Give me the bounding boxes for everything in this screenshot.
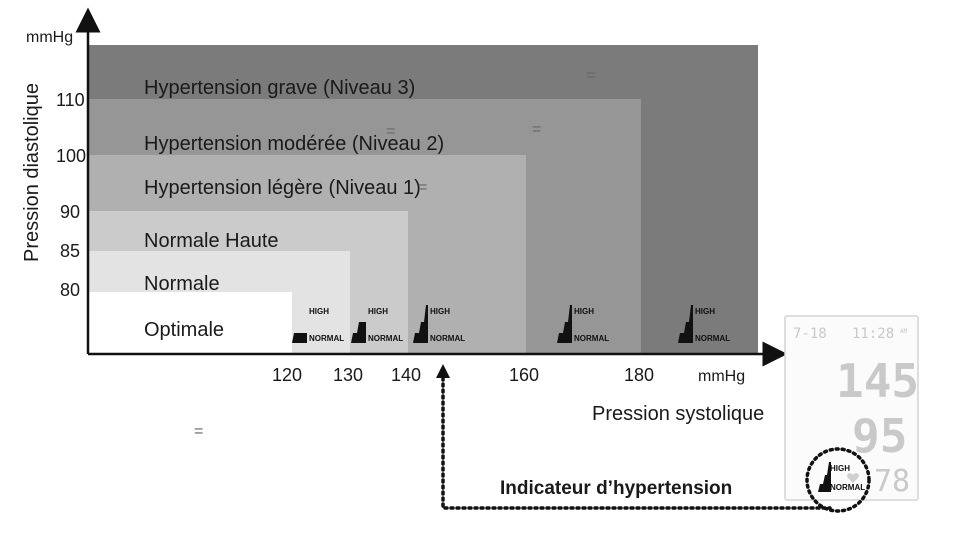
indicator-high-label: HIGH [695, 307, 715, 316]
x-tick-140: 140 [391, 365, 421, 385]
indicator-bar-icon [292, 333, 307, 343]
zone-label-normale: Normale [144, 273, 220, 295]
y-tick-100: 100 [56, 146, 86, 166]
arrow-up-icon [436, 364, 450, 378]
display-highlight-circle [805, 447, 871, 513]
y-axis-unit: mmHg [26, 29, 73, 46]
x-axis-title: Pression systolique [592, 403, 764, 425]
zone-label-normale-haute: Normale Haute [144, 230, 279, 252]
indicator-caption: Indicateur d’hypertension [500, 478, 732, 499]
dotted-pointer-line [441, 376, 832, 510]
indicator-bar-icon [557, 305, 572, 343]
display-time: 11:28 [852, 326, 894, 342]
y-tick-110: 110 [56, 90, 85, 110]
x-tick-130: 130 [333, 365, 363, 385]
stray-mark: = [418, 179, 427, 196]
indicator-normal-label: NORMAL [695, 334, 730, 343]
indicator-normal-label: NORMAL [309, 334, 344, 343]
display-indicator-high-label: HIGH [830, 464, 850, 473]
stray-mark: = [194, 423, 203, 440]
display-ampm: AM [900, 328, 908, 335]
indicator-normale-haute: HIGH NORMAL [351, 307, 403, 343]
indicator-high-label: HIGH [368, 307, 388, 316]
indicator-high-label: HIGH [309, 307, 329, 316]
stray-mark: = [586, 67, 595, 84]
heart-icon [847, 473, 859, 483]
display-pulse: 78 [874, 464, 910, 499]
stray-mark: = [532, 121, 541, 138]
display-diastolic: 95 [852, 409, 907, 463]
stray-mark: = [386, 123, 395, 140]
y-axis-title: Pression diastolique [21, 83, 43, 262]
zone-optimale [88, 292, 292, 354]
display-indicator-normal-label: NORMAL [830, 483, 865, 492]
display-systolic: 145 [836, 354, 919, 408]
indicator-bar-icon [351, 322, 366, 343]
zone-label-legere: Hypertension légère (Niveau 1) [144, 177, 421, 199]
indicator-bar-icon [413, 305, 428, 343]
zone-label-optimale: Optimale [144, 319, 224, 341]
indicator-grave: HIGH NORMAL [678, 305, 730, 343]
monitor-display: 7-18 11:28 AM 145 95 78 HIGH NORMAL [784, 315, 919, 513]
y-tick-85: 85 [60, 241, 80, 261]
indicator-normal-label: NORMAL [574, 334, 609, 343]
x-tick-120: 120 [272, 365, 302, 385]
indicator-normal-label: NORMAL [368, 334, 403, 343]
indicator-normal-label: NORMAL [430, 334, 465, 343]
indicator-normale: HIGH NORMAL [292, 307, 344, 343]
indicator-high-label: HIGH [430, 307, 450, 316]
indicator-moderee: HIGH NORMAL [557, 305, 609, 343]
y-tick-80: 80 [60, 280, 80, 300]
indicator-legere: HIGH NORMAL [413, 305, 465, 343]
indicator-high-label: HIGH [574, 307, 594, 316]
x-tick-160: 160 [509, 365, 539, 385]
y-tick-90: 90 [60, 202, 80, 222]
x-tick-180: 180 [624, 365, 654, 385]
zone-label-grave: Hypertension grave (Niveau 3) [144, 77, 415, 99]
indicator-bar-icon [678, 305, 693, 343]
display-date: 7-18 [793, 326, 827, 342]
display-indicator-bar-icon [818, 462, 831, 492]
zone-label-moderee: Hypertension modérée (Niveau 2) [144, 133, 444, 155]
x-axis-unit: mmHg [698, 368, 745, 385]
